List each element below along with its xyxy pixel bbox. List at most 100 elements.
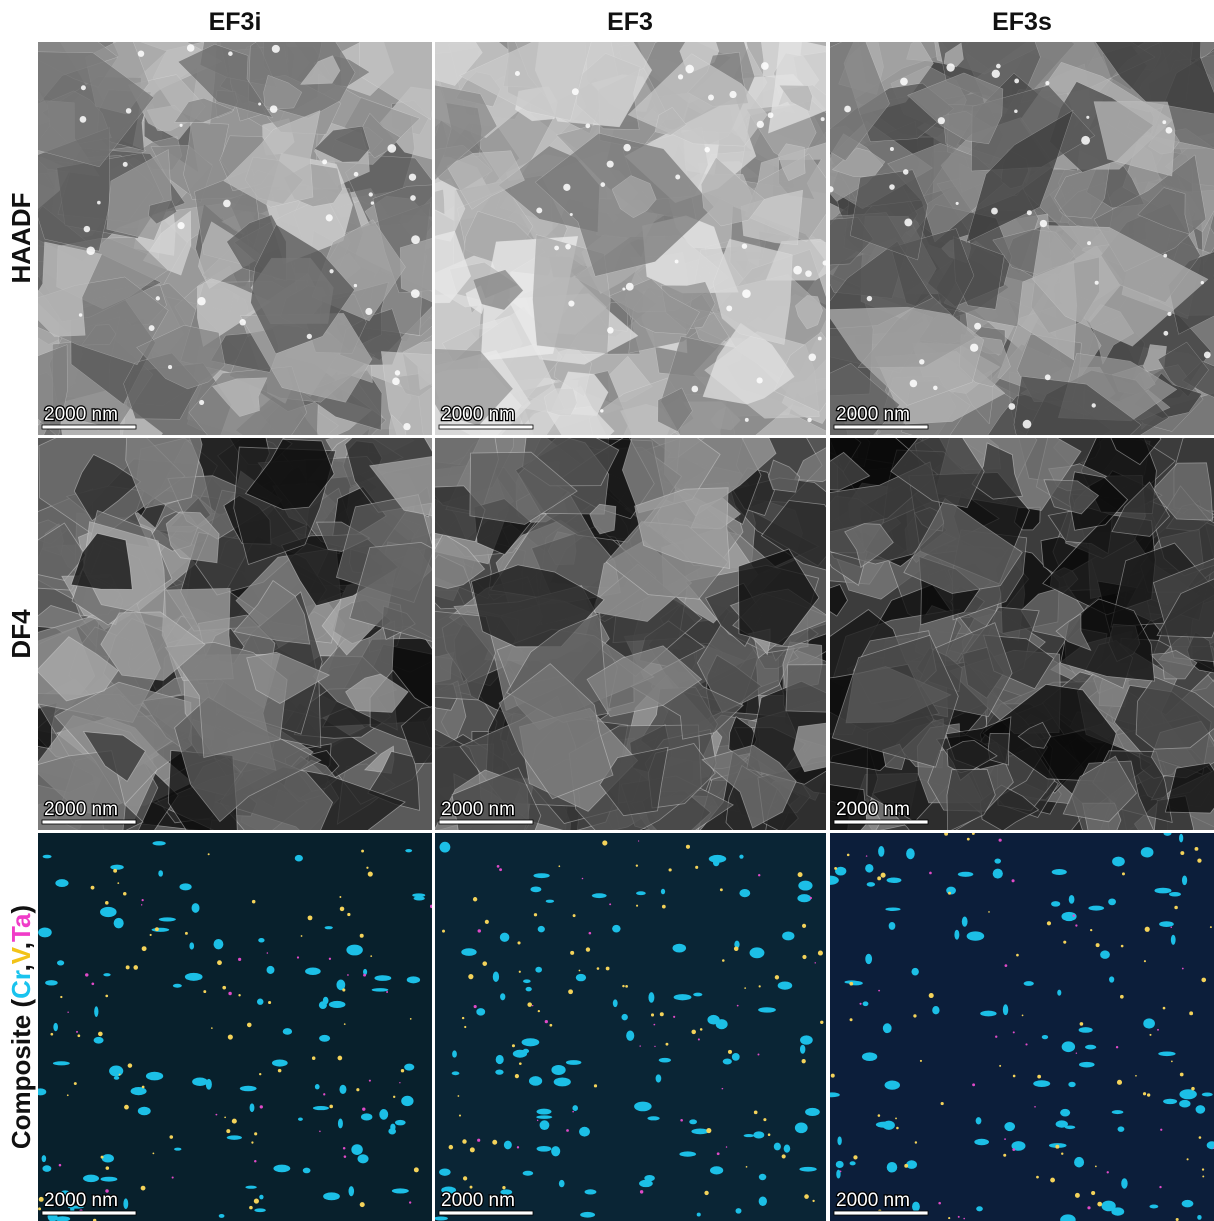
v-particle — [625, 985, 628, 988]
v-particle — [106, 1166, 110, 1170]
v-particle — [342, 988, 345, 991]
cr-particle — [303, 1168, 311, 1174]
precipitate — [991, 208, 998, 215]
precipitate — [675, 175, 680, 180]
v-particle — [133, 965, 138, 970]
v-particle — [768, 1133, 771, 1136]
v-particle — [1135, 1075, 1137, 1077]
v-particle — [301, 935, 303, 937]
ta-particle — [717, 1152, 720, 1155]
cr-particle — [214, 939, 224, 949]
v-particle — [1199, 1136, 1202, 1139]
precipitate — [387, 144, 396, 153]
v-particle — [356, 1088, 359, 1091]
cr-particle — [798, 881, 812, 891]
precipitate — [1166, 127, 1173, 134]
precipitate — [900, 78, 908, 86]
cr-particle — [339, 1085, 346, 1094]
ta-particle — [347, 974, 349, 976]
column-header: EF3i — [209, 8, 262, 36]
v-particle — [666, 1043, 669, 1046]
cr-particle — [361, 1113, 372, 1120]
v-particle — [1202, 1175, 1204, 1177]
cr-particle — [1182, 875, 1187, 885]
v-particle — [579, 970, 581, 972]
precipitate — [568, 300, 574, 306]
cr-particle — [889, 922, 896, 930]
cr-particle — [1179, 834, 1183, 843]
precipitate — [369, 192, 373, 196]
cr-particle — [38, 927, 52, 937]
precipitate — [536, 207, 542, 213]
v-particle — [141, 1186, 146, 1191]
cr-particle — [1051, 901, 1060, 907]
precipitate — [1014, 109, 1018, 113]
cr-particle — [1060, 1109, 1070, 1117]
cr-particle — [976, 1206, 983, 1211]
cr-particle — [372, 988, 389, 991]
v-particle — [1201, 978, 1206, 983]
cr-particle — [138, 1107, 151, 1116]
v-particle — [722, 959, 725, 962]
cr-particle — [1024, 981, 1034, 986]
cr-particle — [759, 1196, 767, 1206]
cr-particle — [500, 933, 510, 942]
v-particle — [278, 1069, 282, 1073]
precipitate — [1167, 312, 1171, 316]
v-particle — [519, 971, 521, 973]
v-particle — [226, 1129, 230, 1133]
cr-particle — [932, 1006, 939, 1014]
v-particle — [470, 1147, 475, 1152]
cr-particle — [559, 1180, 565, 1187]
v-particle — [728, 1050, 732, 1054]
precipitate — [1204, 351, 1211, 358]
v-particle — [464, 1026, 466, 1028]
label-part: Cr — [6, 970, 36, 999]
v-particle — [128, 1063, 133, 1068]
v-particle — [39, 1197, 44, 1202]
precipitate — [149, 325, 155, 331]
precipitate — [329, 269, 333, 273]
precipitate — [903, 169, 909, 175]
v-particle — [169, 1135, 173, 1139]
v-particle — [1171, 1060, 1173, 1062]
cr-particle — [338, 1119, 343, 1129]
ta-particle — [757, 1054, 759, 1056]
cr-particle — [240, 1086, 257, 1092]
ta-particle — [1170, 926, 1172, 928]
cr-particle — [357, 1154, 368, 1163]
v-particle — [706, 1128, 711, 1133]
precipitate — [607, 327, 614, 334]
scale-bar — [42, 425, 136, 429]
label-part: ) — [6, 905, 36, 914]
v-particle — [636, 865, 638, 867]
cr-particle — [1088, 906, 1104, 911]
v-particle — [339, 896, 341, 898]
precipitate — [600, 409, 603, 412]
precipitate — [223, 200, 231, 208]
v-particle — [834, 867, 837, 870]
v-particle — [700, 1028, 703, 1031]
ta-particle — [369, 1080, 371, 1082]
v-particle — [744, 987, 746, 989]
cr-particle — [495, 1069, 503, 1074]
cr-particle — [1149, 1205, 1158, 1209]
cr-particle — [305, 967, 321, 975]
precipitate — [123, 162, 128, 167]
cr-particle — [323, 1192, 340, 1200]
ta-particle — [1160, 1129, 1162, 1131]
ta-particle — [958, 1216, 960, 1218]
v-particle — [568, 989, 573, 994]
ta-particle — [228, 992, 231, 995]
ta-particle — [1012, 1148, 1015, 1151]
cr-particle — [273, 1165, 290, 1173]
cr-particle — [1042, 1035, 1048, 1039]
precipitate — [97, 201, 101, 205]
precipitate — [889, 184, 895, 190]
ta-particle — [1025, 1043, 1027, 1045]
v-particle — [775, 975, 779, 979]
ta-particle — [329, 958, 331, 960]
ta-particle — [589, 932, 592, 935]
cr-particle — [114, 918, 124, 929]
v-particle — [1191, 1087, 1195, 1091]
